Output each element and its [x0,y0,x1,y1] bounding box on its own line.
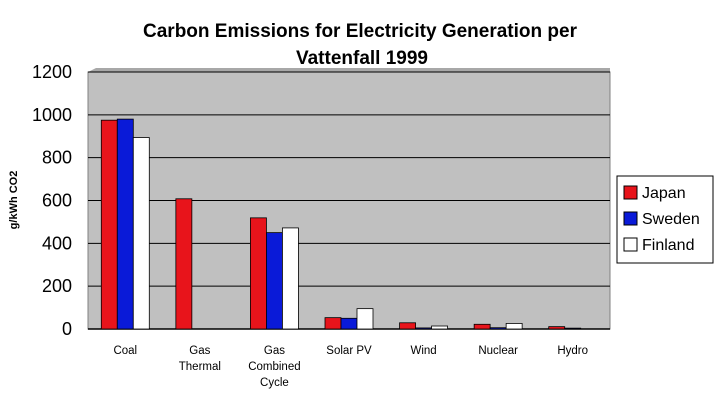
bar-sweden [116,118,134,330]
plot-top-wall [88,68,610,72]
chart-title-line-2: Vattenfall 1999 [296,48,428,69]
bar-japan [175,198,193,330]
x-tick-label: Wind [410,345,436,357]
legend-label-finland: Finland [642,237,694,254]
bar-finland [132,137,150,330]
y-tick-label: 800 [42,148,72,168]
y-tick-label: 1200 [32,62,72,82]
bar-japan [399,322,416,330]
bar-finland [505,323,523,330]
y-tick-label: 400 [42,233,72,253]
x-tick-label: Combined [248,361,300,373]
legend-label-japan: Japan [642,185,686,202]
y-tick-label: 0 [62,319,72,339]
bar-japan [250,217,267,330]
bar-japan [324,317,342,330]
bar-finland [282,227,299,330]
y-axis-label: g/kWh CO2 [8,171,20,230]
y-tick-label: 600 [42,191,72,211]
x-tick-label: Thermal [179,361,221,373]
bar-japan [548,326,566,330]
bar-finland [431,325,448,330]
x-tick-label: Gas [189,345,210,357]
legend-swatch-finland [623,237,638,252]
bar-sweden [266,232,283,330]
bar-sweden [489,327,507,330]
legend-swatch-sweden [623,211,638,226]
bar-japan [473,323,491,330]
y-tick-label: 1000 [32,105,72,125]
y-tick-label: 200 [42,276,72,296]
bar-finland [356,308,374,330]
bar-sweden [564,327,582,330]
x-tick-label: Gas [264,345,285,357]
plot-area: 0 200 400 600 800 1000 1200 Coal Gas Thermal Gas Co… [32,62,611,389]
x-tick-label: Coal [113,345,137,357]
x-tick-label: Solar PV [326,345,372,357]
x-tick-label: Cycle [260,377,289,389]
legend: Japan Sweden Finland [616,175,714,264]
x-tick-label: Hydro [557,345,588,357]
chart-title-line-1: Carbon Emissions for Electricity Generat… [143,21,578,42]
bar-sweden [340,317,358,330]
legend-swatch-japan [623,185,638,200]
x-tick-label: Nuclear [478,345,518,357]
bar-japan [100,119,118,330]
legend-label-sweden: Sweden [642,211,700,228]
bar-sweden [415,327,432,330]
